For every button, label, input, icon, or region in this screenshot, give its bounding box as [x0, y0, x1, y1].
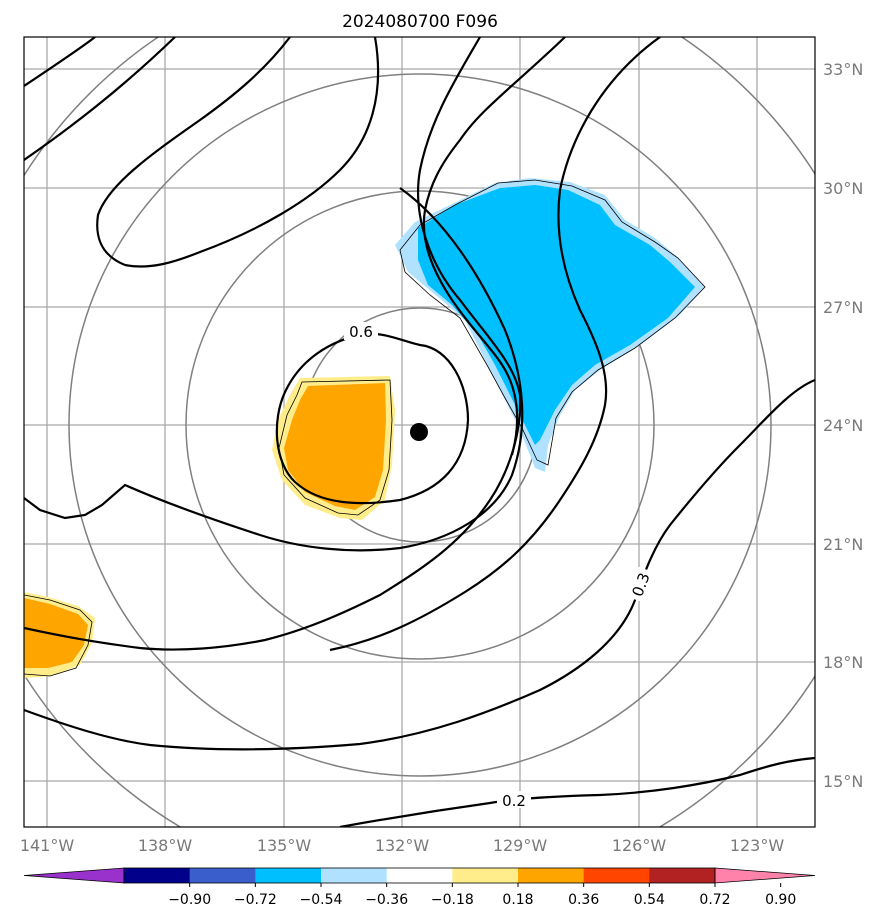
colorbar-tick-label: 0.54 — [634, 892, 665, 908]
contours — [24, 37, 815, 827]
colorbar-segment — [518, 868, 585, 883]
colorbar-segment — [255, 868, 322, 883]
lat-label: 27°N — [823, 298, 863, 317]
lon-label: 138°W — [138, 836, 193, 855]
map-frame — [23, 36, 816, 828]
colorbar: −0.90 −0.72 −0.54 −0.36 −0.18 0.18 0.36 0.54 0.7… — [23, 867, 816, 908]
colorbar-segment — [189, 868, 256, 883]
colorbar-segment — [452, 868, 519, 883]
latitude-labels: 33°N 30°N 27°N 24°N 21°N 18°N 15°N — [823, 60, 863, 791]
lon-label: 129°W — [493, 836, 548, 855]
colorbar-extend-low — [23, 867, 125, 884]
lat-label: 18°N — [823, 653, 863, 672]
colorbar-tick-label: −0.36 — [365, 892, 408, 908]
colorbar-tick-label: 0.18 — [502, 892, 533, 908]
contour-label-0-2: 0.2 — [502, 792, 526, 810]
storm-center-marker — [410, 423, 428, 441]
lon-label: 126°W — [612, 836, 667, 855]
lat-label: 21°N — [823, 535, 863, 554]
lon-label: 132°W — [375, 836, 430, 855]
colorbar-segment — [649, 868, 716, 883]
contour-label-0-6: 0.6 — [349, 323, 373, 341]
colorbar-tick-label: 0.36 — [568, 892, 599, 908]
lon-label: 135°W — [257, 836, 312, 855]
colorbar-border — [123, 867, 716, 884]
map-area: 0.6 0.3 0.2 — [24, 37, 815, 827]
colorbar-segment — [386, 868, 453, 883]
lat-label: 33°N — [823, 60, 863, 79]
map-title: 2024080700 F096 — [342, 12, 498, 32]
lat-label: 30°N — [823, 179, 863, 198]
range-rings — [24, 37, 815, 827]
lon-label: 123°W — [730, 836, 785, 855]
colorbar-tick-label: −0.18 — [431, 892, 474, 908]
lon-label: 141°W — [20, 836, 75, 855]
colorbar-tick-label: 0.90 — [765, 892, 796, 908]
colorbar-tick-label: −0.90 — [168, 892, 211, 908]
colorbar-tick-label: −0.54 — [300, 892, 343, 908]
lat-label: 24°N — [823, 416, 863, 435]
colorbar-segment — [583, 868, 650, 883]
colorbar-tick-label: −0.72 — [234, 892, 277, 908]
negative-anomaly-ne — [395, 178, 706, 472]
contour-label-bg — [626, 566, 655, 603]
lat-label: 15°N — [823, 772, 863, 791]
contour-label-bg — [344, 322, 378, 340]
contour-label-bg — [497, 791, 531, 808]
colorbar-tick-label: 0.72 — [699, 892, 730, 908]
colorbar-segment — [321, 868, 388, 883]
colorbar-segment — [124, 868, 191, 883]
colorbar-extend-high — [714, 867, 816, 884]
positive-anomaly-center — [272, 376, 395, 520]
longitude-labels: 141°W 138°W 135°W 132°W 129°W 126°W 123°… — [20, 836, 785, 855]
